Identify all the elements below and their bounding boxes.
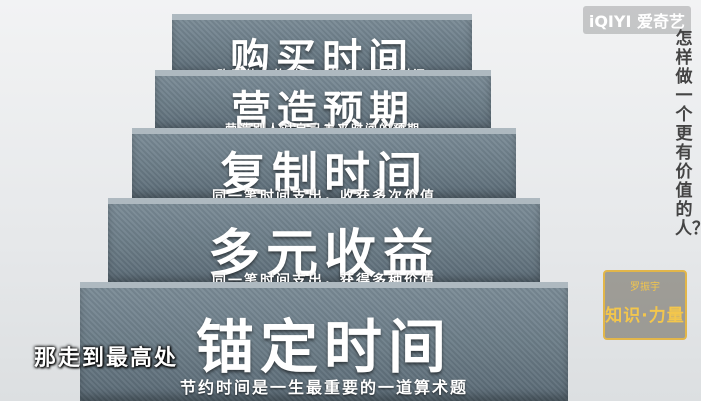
step-subtitle: 节约时间是一生最重要的一道算术题 [179, 378, 468, 397]
step-title: 多元收益 [207, 225, 440, 285]
badge-main-text: 知识·力量 [605, 306, 685, 326]
vertical-title: 怎样做一个更有价值的人？ [675, 29, 701, 239]
step-title: 营造预期 [231, 88, 415, 134]
badge-top-text: 罗振宇 [630, 282, 660, 293]
step-4: 多元收益 同一笔时间支出，获得多种价值 [108, 198, 540, 289]
step-title: 锚定时间 [195, 313, 452, 381]
step-3: 复制时间 同一笔时间支出，收获多次价值 [132, 128, 516, 205]
video-caption: 那走到最高处 [34, 346, 179, 371]
step-title: 复制时间 [220, 147, 428, 201]
step-5: 锚定时间 节约时间是一生最重要的一道算术题 [80, 282, 568, 401]
step-1: 购买时间 购买他人的时间，花好自己的时间 [172, 14, 472, 82]
step-2: 营造预期 营造别人对自己未来时间的预期 [155, 70, 491, 136]
iqiyi-logo: iQIYI 爱奇艺 [582, 6, 691, 34]
program-badge: 罗振宇 知识·力量 [603, 270, 687, 340]
